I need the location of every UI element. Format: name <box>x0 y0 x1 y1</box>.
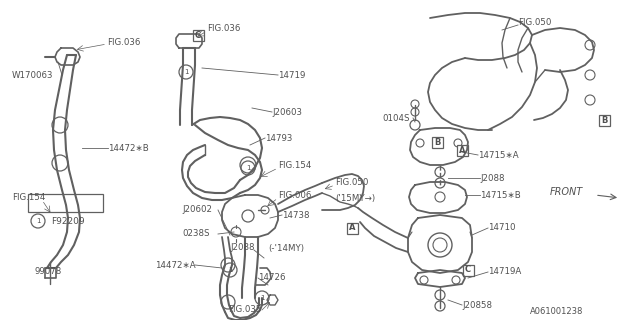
Text: J2088: J2088 <box>480 173 504 182</box>
Text: 1: 1 <box>260 295 264 301</box>
Text: 14719A: 14719A <box>488 268 521 276</box>
Text: 0104S: 0104S <box>382 114 410 123</box>
Text: 14719: 14719 <box>278 70 305 79</box>
Text: FIG.036: FIG.036 <box>207 23 241 33</box>
Text: 14472∗B: 14472∗B <box>108 143 148 153</box>
Text: ('15MY→): ('15MY→) <box>335 194 375 203</box>
Text: J20858: J20858 <box>462 300 492 309</box>
Text: F92209: F92209 <box>51 217 85 226</box>
Text: J20603: J20603 <box>272 108 302 116</box>
Bar <box>28 194 103 212</box>
Text: 14710: 14710 <box>488 223 515 233</box>
Text: FRONT: FRONT <box>550 187 583 197</box>
Text: FIG.036: FIG.036 <box>107 37 140 46</box>
Text: A061001238: A061001238 <box>530 308 584 316</box>
Bar <box>456 145 467 156</box>
Text: FIG.050: FIG.050 <box>335 178 369 187</box>
Text: 1: 1 <box>184 69 188 75</box>
Text: A: A <box>349 223 355 233</box>
Text: 14726: 14726 <box>258 274 285 283</box>
Text: FIG.154: FIG.154 <box>278 161 312 170</box>
Text: 14793: 14793 <box>265 133 292 142</box>
Bar <box>598 115 609 125</box>
Text: 14472∗A: 14472∗A <box>155 260 196 269</box>
Text: 14715∗A: 14715∗A <box>478 150 518 159</box>
Text: FIG.050: FIG.050 <box>518 18 552 27</box>
Text: W170063: W170063 <box>12 70 54 79</box>
Bar <box>193 29 204 41</box>
Bar <box>431 137 442 148</box>
Text: 1: 1 <box>36 218 40 224</box>
Text: A: A <box>459 146 465 155</box>
Text: FIG.154: FIG.154 <box>12 194 45 203</box>
Text: 14738: 14738 <box>282 211 310 220</box>
Text: J2088: J2088 <box>230 244 255 252</box>
Bar <box>346 222 358 234</box>
Text: FIG.006: FIG.006 <box>278 190 312 199</box>
Text: FIG.035: FIG.035 <box>228 306 261 315</box>
Text: B: B <box>434 138 440 147</box>
Text: 1: 1 <box>246 165 250 171</box>
Text: C: C <box>465 266 471 275</box>
Bar <box>463 265 474 276</box>
Text: J20602: J20602 <box>182 205 212 214</box>
Text: (-'14MY): (-'14MY) <box>268 244 304 252</box>
Text: 1: 1 <box>228 267 232 273</box>
Text: 14715∗B: 14715∗B <box>480 190 521 199</box>
Text: 99078: 99078 <box>35 268 61 276</box>
Text: C: C <box>195 30 201 39</box>
Text: B: B <box>601 116 607 124</box>
Text: 0238S: 0238S <box>182 229 209 238</box>
